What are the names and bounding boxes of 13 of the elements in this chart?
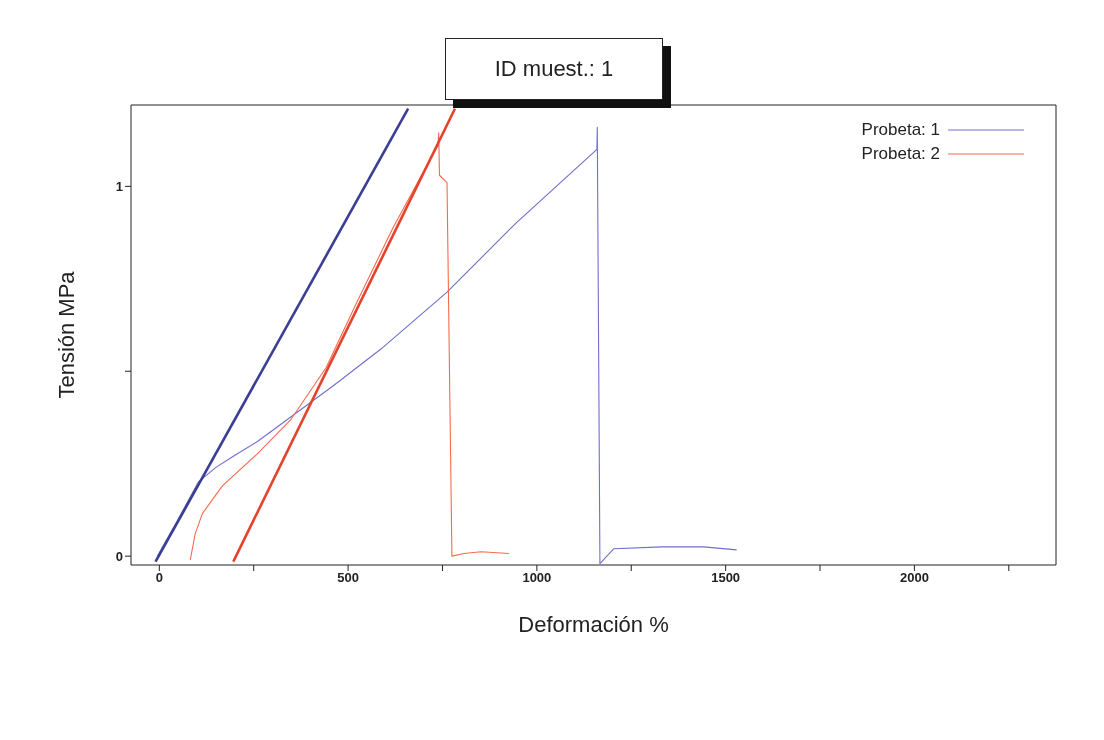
line-series (189, 132, 510, 561)
x-tick-label: 500 (337, 570, 359, 586)
y-axis-title: Tensión MPa (53, 270, 79, 399)
x-tick-label: 2000 (899, 570, 929, 586)
x-tick-label: 1500 (711, 570, 741, 586)
legend-label: Probeta: 1 (861, 120, 940, 140)
chart-title: ID muest.: 1 (445, 38, 663, 100)
x-axis-title: Deformación % (518, 612, 669, 637)
x-tick-label: 1000 (522, 570, 552, 586)
legend-label: Probeta: 2 (861, 144, 940, 164)
x-tick-label: 0 (155, 570, 163, 586)
y-tick-label: 1 (115, 178, 123, 194)
line-series (156, 126, 738, 565)
